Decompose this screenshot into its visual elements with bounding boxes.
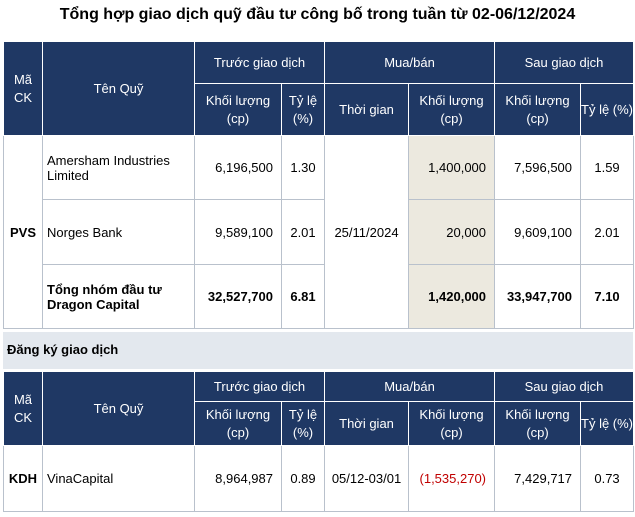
before-ratio: 0.89 [280,445,326,512]
before-ratio: 6.81 [280,264,326,329]
trade-volume: 1,420,000 [408,264,496,329]
fund-name: Tổng nhóm đầu tư Dragon Capital [42,264,195,329]
table-row: Norges Bank 9,589,100 2.01 20,000 9,609,… [4,199,635,265]
after-volume: 33,947,700 [494,264,582,329]
header-trade-volume: Khối lượng (cp) [408,401,496,446]
header-before: Trước giao dịch [193,41,326,84]
fund-trades-table: Mã CK Tên Quỹ Trước giao dịch Mua/bán Sa… [3,41,635,329]
header-after-ratio: Tỷ lệ (%) [580,83,635,136]
header-before: Trước giao dịch [193,371,326,402]
after-volume: 7,429,717 [494,445,582,512]
header-before-volume: Khối lượng (cp) [194,401,282,446]
header-after-volume: Khối lượng (cp) [494,83,582,136]
header-after: Sau giao dịch [494,41,635,84]
section-title: Đăng ký giao dịch [7,342,119,357]
header-fund: Tên Quỹ [42,41,195,136]
before-volume: 6,196,500 [194,135,282,200]
fund-name: VinaCapital [42,445,195,512]
header-trade: Mua/bán [324,41,496,84]
header-before-volume: Khối lượng (cp) [194,83,282,136]
header-time: Thời gian [324,401,410,446]
header-before-ratio: Tỷ lệ (%) [280,401,326,446]
header-code: Mã CK [3,371,43,446]
after-ratio: 1.59 [580,135,635,200]
header-trade: Mua/bán [324,371,496,402]
trade-volume: (1,535,270) [408,445,496,512]
header-after-ratio: Tỷ lệ (%) [580,401,635,446]
header-before-ratio: Tỷ lệ (%) [280,83,326,136]
stock-code: KDH [3,445,43,512]
section-registration: Đăng ký giao dịch [3,332,633,369]
trade-volume: 20,000 [408,199,496,265]
fund-name: Norges Bank [42,199,195,265]
header-after-volume: Khối lượng (cp) [494,401,582,446]
fund-name: Amersham Industries Limited [42,135,195,200]
after-ratio: 2.01 [580,199,635,265]
before-ratio: 1.30 [280,135,326,200]
page-title: Tổng hợp giao dịch quỹ đầu tư công bố tr… [59,6,576,23]
table-row-total: Tổng nhóm đầu tư Dragon Capital 32,527,7… [4,264,635,329]
trade-date: 25/11/2024 [324,135,410,329]
before-volume: 9,589,100 [194,199,282,265]
after-ratio: 0.73 [580,445,635,512]
after-ratio: 7.10 [580,264,635,329]
header-code: Mã CK [3,41,43,136]
header-after: Sau giao dịch [494,371,635,402]
header-time: Thời gian [324,83,410,136]
header-fund: Tên Quỹ [42,371,195,446]
table-row: KDH VinaCapital 8,964,987 0.89 05/12-03/… [3,445,635,512]
before-volume: 32,527,700 [194,264,282,329]
stock-code: PVS [3,135,43,329]
trade-date: 05/12-03/01 [324,445,410,512]
header-trade-volume: Khối lượng (cp) [408,83,496,136]
registration-table: Mã CK Tên Quỹ Trước giao dịch Mua/bán Sa… [3,371,635,512]
trade-volume: 1,400,000 [408,135,496,200]
after-volume: 7,596,500 [494,135,582,200]
after-volume: 9,609,100 [494,199,582,265]
before-ratio: 2.01 [280,199,326,265]
table-row: PVS Amersham Industries Limited 6,196,50… [3,135,635,329]
before-volume: 8,964,987 [194,445,282,512]
